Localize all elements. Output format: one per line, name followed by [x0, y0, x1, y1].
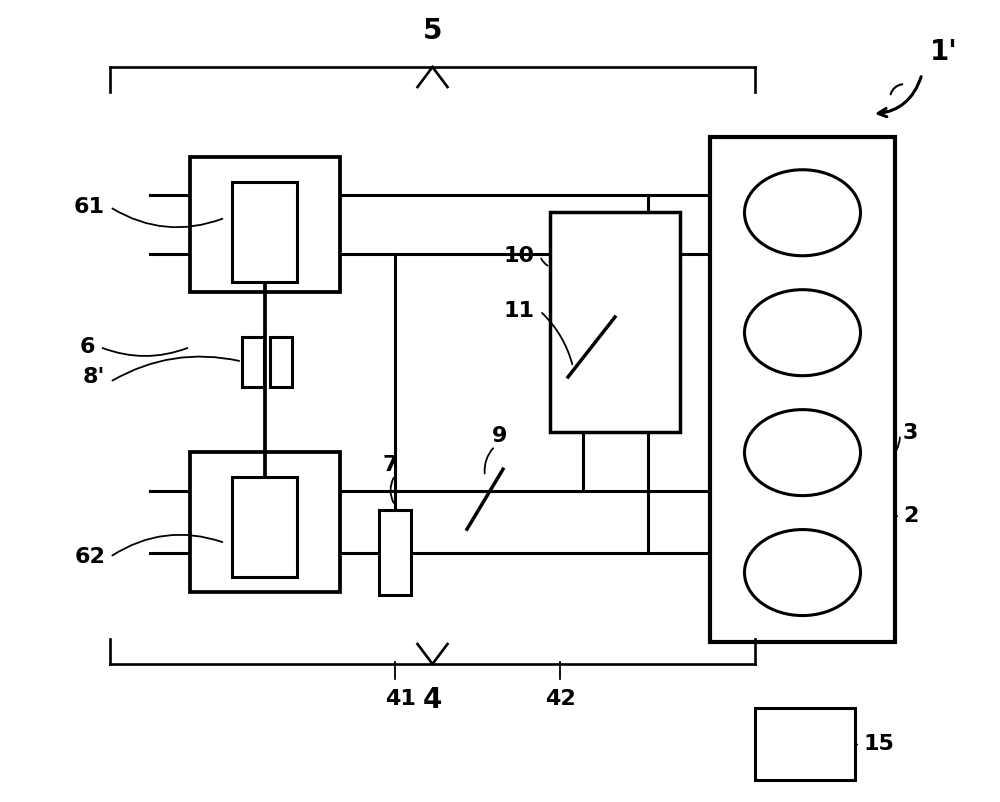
Text: 9: 9	[492, 426, 508, 446]
Ellipse shape	[744, 529, 860, 616]
Text: 42: 42	[545, 689, 575, 709]
Bar	[270, 337, 292, 387]
Ellipse shape	[744, 410, 860, 496]
Text: 61: 61	[74, 197, 105, 217]
Bar	[232, 182, 297, 282]
Ellipse shape	[744, 170, 860, 256]
FancyArrowPatch shape	[878, 77, 921, 117]
Text: 8': 8'	[83, 367, 105, 387]
Text: 4: 4	[423, 686, 442, 714]
Text: 11: 11	[504, 301, 535, 321]
Text: 1': 1'	[930, 38, 958, 66]
Text: 41: 41	[385, 689, 415, 709]
Ellipse shape	[744, 290, 860, 375]
Bar	[379, 510, 411, 595]
Bar	[755, 708, 855, 780]
Bar	[190, 452, 340, 592]
Text: 10: 10	[504, 246, 535, 266]
Bar	[190, 157, 340, 292]
Text: 62: 62	[74, 547, 105, 567]
Bar	[232, 477, 297, 577]
Bar	[710, 137, 895, 642]
Text: 15: 15	[863, 734, 894, 754]
Bar	[242, 337, 264, 387]
Text: 5: 5	[423, 17, 442, 45]
Bar	[550, 212, 680, 432]
Text: 7: 7	[382, 456, 398, 476]
Text: 2: 2	[903, 506, 918, 526]
Text: 3: 3	[903, 423, 918, 443]
Text: 6: 6	[80, 337, 95, 357]
